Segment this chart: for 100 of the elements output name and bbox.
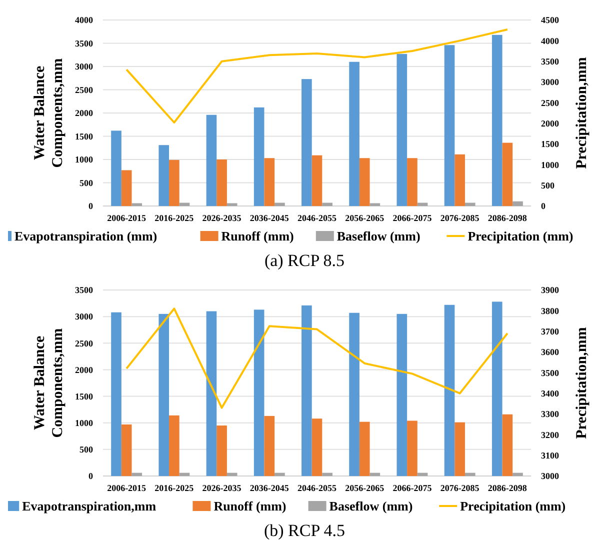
bar [121,424,132,476]
x-tick-label: 2016-2025 [154,213,194,223]
x-tick-label: 2036-2045 [250,213,290,223]
bar [492,34,502,206]
y2-axis-title: Precipitation,mm [574,326,590,439]
bar [502,414,513,476]
bar [454,422,465,476]
bar [359,422,370,476]
bar [158,145,170,206]
x-tick-label: 2026-2035 [202,483,242,493]
y-tick-label: 3000 [75,312,94,322]
x-tick-label: 2026-2035 [202,213,242,223]
y-tick-label: 0 [88,201,94,212]
bar [254,107,264,206]
y2-tick-label: 3300 [541,409,560,420]
y2-tick-label: 3400 [541,388,560,398]
bar [111,130,122,206]
y-tick-label: 500 [80,444,94,455]
x-tick-label: 2006-2015 [107,483,147,493]
bar [444,45,455,206]
bar [312,418,322,476]
legend-label: Baseflow (mm) [329,498,413,514]
x-tick-label: 2066-2075 [392,213,432,223]
y-tick-label: 2500 [75,84,94,95]
bar [492,302,502,476]
bar [264,416,275,476]
bar [274,472,285,476]
y-tick-label: 1500 [75,131,94,142]
x-tick-label: 2086-2098 [488,483,528,493]
bar [206,311,217,476]
y-axis-title: Water Balance Components,mm [32,58,66,168]
bar [396,54,408,206]
y2-tick-label: 3900 [541,285,560,296]
bar [179,202,190,206]
bar [206,114,217,206]
bar [370,472,380,476]
text: (a) RCP 8.5 [264,251,345,270]
y2-tick-label: 3100 [541,450,560,460]
y-tick-label: 1000 [75,418,94,428]
line-series [126,28,508,124]
y2-tick-label: 3500 [541,368,560,378]
y2-tick-label: 0 [541,201,546,212]
y2-tick-label: 4000 [541,36,560,46]
y2-tick-label: 3200 [541,430,560,440]
y2-tick-label: 1000 [541,160,560,170]
y2-tick-label: 3700 [541,326,560,336]
legend-label: Precipitation (mm) [460,498,566,514]
y-tick-label: 3000 [75,62,94,72]
bar [132,472,142,476]
bar [216,426,227,476]
y2-tick-label: 4500 [541,15,560,26]
bar [512,472,523,476]
bar [444,304,455,476]
y-tick-label: 4000 [75,15,94,26]
bar [322,472,332,476]
y-tick-label: 0 [88,471,94,482]
bar [464,472,476,476]
y2-tick-label: 3600 [541,347,560,358]
x-tick-label: 2076-2085 [440,483,480,493]
y-axis-title: Water Balance Components,mm [32,328,66,438]
y2-tick-label: 3000 [541,471,560,482]
x-tick-label: 2046-2055 [298,213,337,223]
legend-label: Precipitation (mm) [468,228,574,244]
y2-tick-label: 3500 [541,56,560,66]
line-series [126,308,508,409]
legend-label: Baseflow (mm) [336,228,420,244]
bar [322,202,332,206]
x-tick-label: 2066-2075 [392,483,432,493]
bar [454,154,465,206]
y-tick-label: 500 [80,178,94,188]
x-tick-label: 2016-2025 [154,483,194,493]
x-tick-label: 2086-2098 [488,213,528,223]
y-tick-label: 2000 [75,108,94,118]
y2-axis-title: Precipitation,mm [574,56,590,169]
bar [502,142,513,206]
text: (b) RCP 4.5 [264,521,346,540]
bar [302,79,312,206]
bar [396,314,408,476]
bar [349,312,360,476]
y2-tick-label: 500 [541,180,555,190]
bar [359,158,370,206]
bar [121,170,132,206]
legend-label: Evapotranspiration (mm) [14,228,158,244]
y-tick-label: 1500 [75,391,94,402]
legend-label: Evapotranspiration,mm [22,498,156,514]
x-tick-label: 2056-2065 [345,213,385,223]
bar [264,158,275,206]
y2-tick-label: 1500 [541,139,560,150]
x-tick-label: 2056-2065 [345,483,385,493]
bar [216,160,227,206]
bar [417,472,428,476]
y2-tick-label: 2500 [541,98,560,108]
bar [254,310,264,476]
bar [349,62,360,206]
y-tick-label: 1000 [75,154,94,165]
legend-label: Runoff (mm) [214,498,286,514]
bar [169,415,180,476]
x-tick-label: 2046-2055 [298,483,337,493]
bar [512,201,523,206]
bar [370,203,380,206]
